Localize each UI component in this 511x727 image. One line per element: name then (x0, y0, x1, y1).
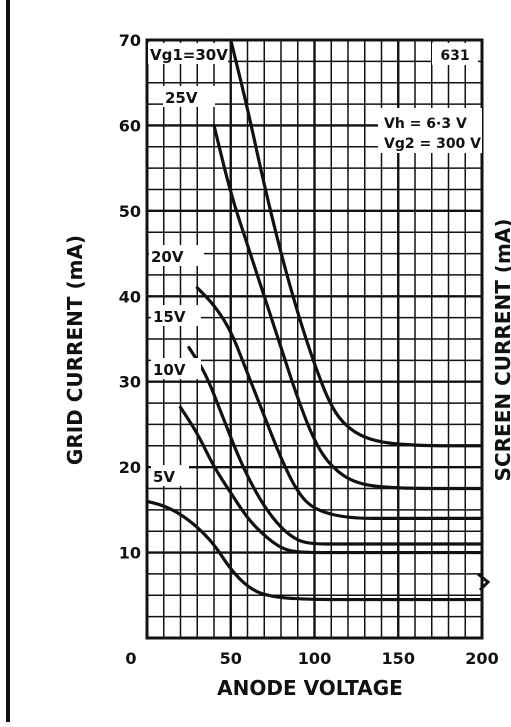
chart-id: 631 (440, 48, 469, 64)
curve-10v (178, 405, 484, 555)
curve-label: 15V (153, 308, 186, 326)
curve-20v (195, 286, 484, 521)
y-tick-label: 10 (119, 544, 141, 563)
condition-screen-voltage: Vg2 = 300 V (384, 136, 481, 152)
y-tick-label: 70 (119, 31, 141, 50)
curve-label-backing (148, 43, 228, 64)
right-axis-label: SCREEN CURRENT (mA) (491, 219, 511, 482)
y-tick-label: 20 (119, 458, 141, 477)
y-axis-label: GRID CURRENT (mA) (63, 235, 87, 465)
right-edge-marker (477, 572, 491, 592)
curve-15v (187, 345, 484, 546)
curve-label-backing (151, 358, 201, 379)
curve-label: Vg1=30V (150, 46, 228, 64)
x-tick-label: 150 (382, 649, 415, 668)
curves (145, 38, 484, 602)
plot-frame (145, 38, 484, 640)
curve-vg1-30v (229, 38, 484, 448)
x-tick-label: 50 (220, 649, 242, 668)
x-tick-label: 100 (298, 649, 331, 668)
curve-label-backing (151, 305, 201, 326)
chart-id-box (432, 43, 478, 65)
curve-label: 5V (153, 468, 175, 486)
x-tick-label: 200 (465, 649, 498, 668)
y-tick-label: 30 (119, 373, 141, 392)
x-axis-label: ANODE VOLTAGE (217, 676, 403, 700)
curve-25v (212, 123, 484, 491)
curve-label: 25V (165, 89, 198, 107)
curve-label-backing (163, 86, 215, 107)
curve-label: 10V (153, 361, 186, 379)
left-border-line (6, 0, 10, 722)
curve-label-backing (149, 245, 204, 266)
curve-5v (145, 499, 484, 602)
curve-label-backing (151, 465, 189, 486)
grid (145, 38, 484, 640)
labels: 10 20 30 40 50 60 70 0 50 100 150 200 Vg1=30V 25V 20V 1… (119, 31, 499, 668)
curve-label: 20V (151, 248, 184, 266)
conditions-box (378, 108, 482, 153)
condition-heater-voltage: Vh = 6·3 V (384, 116, 467, 132)
y-tick-label: 40 (119, 287, 141, 306)
x-tick-label: 0 (125, 649, 136, 668)
y-tick-label: 60 (119, 116, 141, 135)
y-tick-label: 50 (119, 202, 141, 221)
